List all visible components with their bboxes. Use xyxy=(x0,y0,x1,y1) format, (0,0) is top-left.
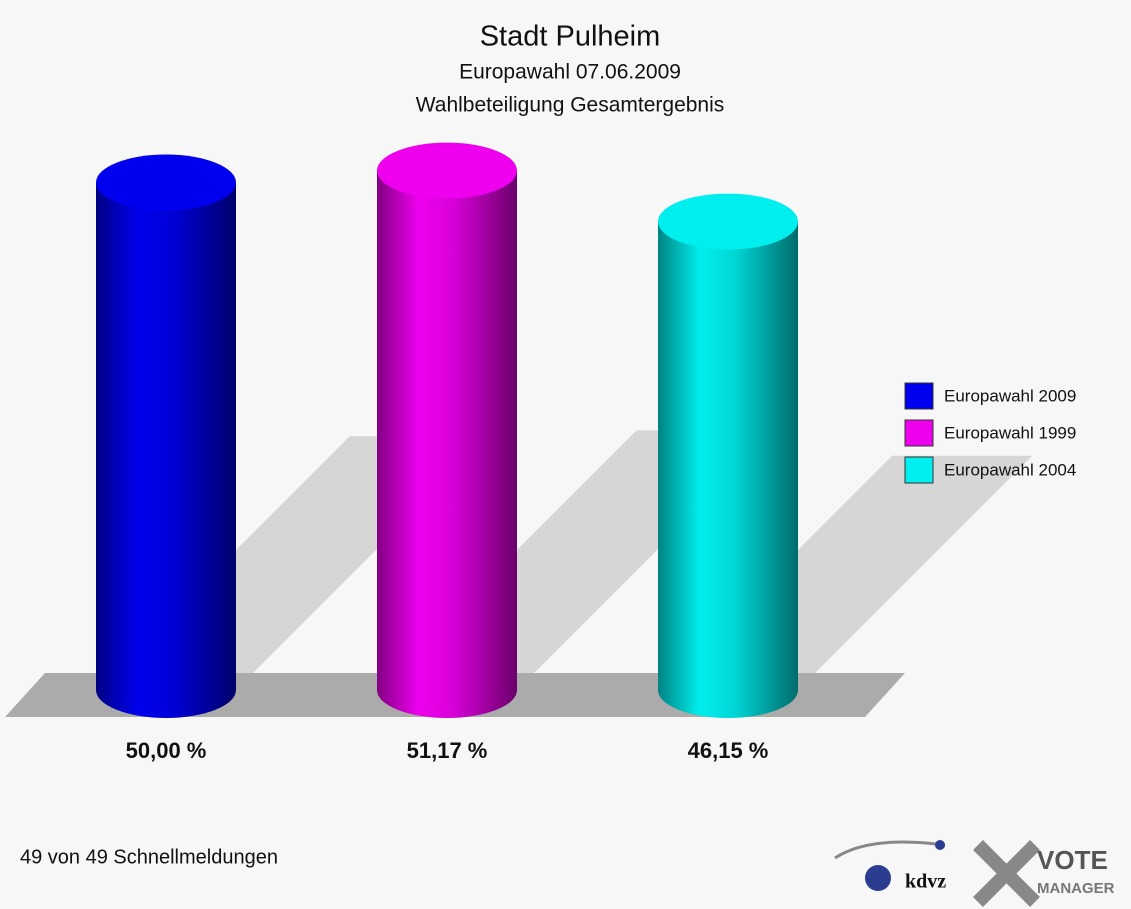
legend-swatch xyxy=(904,456,934,484)
legend-swatch xyxy=(904,382,934,410)
logo: kdvz VOTE MANAGER xyxy=(834,840,1115,907)
logo-x xyxy=(973,840,1040,907)
chart-title: Stadt Pulheim xyxy=(480,21,661,53)
logo-text: VOTE xyxy=(1037,845,1108,875)
bar xyxy=(377,170,517,718)
legend-label: Europawahl 1999 xyxy=(944,423,1076,442)
legend-label: Europawahl 2009 xyxy=(944,386,1076,405)
legend-label: Europawahl 2004 xyxy=(944,460,1076,479)
chart-subtitle: Wahlbeteiligung Gesamtergebnis xyxy=(416,94,725,117)
bar-top xyxy=(377,142,517,199)
bars: 50,00 % 51,17 % 46,15 % xyxy=(96,142,798,763)
logo-swoosh xyxy=(834,840,946,860)
bar-top xyxy=(96,154,236,211)
legend: Europawahl 2009 Europawahl 1999 Europawahl… xyxy=(904,382,1076,484)
logo-dot xyxy=(935,840,945,850)
bar xyxy=(96,182,236,718)
logo-text: MANAGER xyxy=(1037,880,1115,897)
logo-ball xyxy=(865,865,891,891)
bar xyxy=(658,221,798,718)
value-label: 50,00 % xyxy=(126,738,207,763)
value-label: 51,17 % xyxy=(407,738,488,763)
chart-subtitle: Europawahl 07.06.2009 xyxy=(459,61,681,84)
value-label: 46,15 % xyxy=(688,738,769,763)
footer-text: 49 von 49 Schnellmeldungen xyxy=(20,846,278,868)
bar-top xyxy=(658,193,798,250)
legend-swatch xyxy=(904,419,934,447)
logo-text: kdvz xyxy=(905,871,946,893)
